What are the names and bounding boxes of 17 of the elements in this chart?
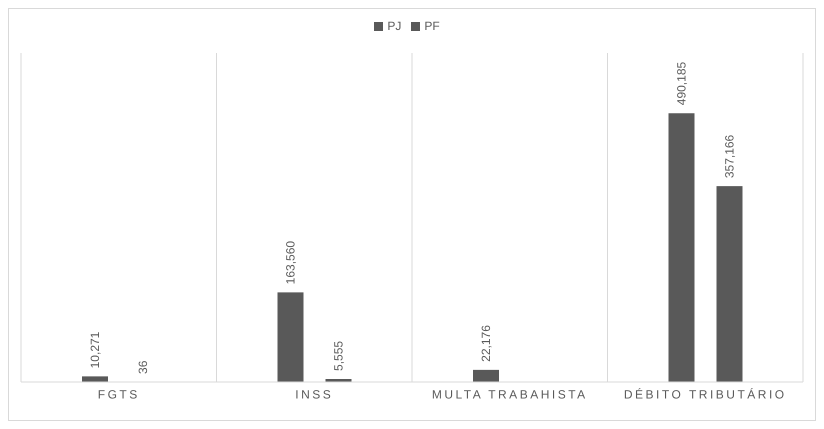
x-tick-label: MULTA TRABAHISTA bbox=[432, 388, 588, 402]
x-tick-label: FGTS bbox=[98, 388, 140, 402]
x-tick-label: DÉBITO TRIBUTÁRIO bbox=[624, 388, 787, 402]
data-label: 490,185 bbox=[674, 62, 688, 106]
x-tick-label: INSS bbox=[295, 388, 334, 402]
legend-label: PF bbox=[424, 19, 440, 33]
bar bbox=[473, 370, 499, 382]
data-label: 357,166 bbox=[722, 134, 736, 178]
legend-label: PJ bbox=[387, 19, 402, 33]
data-label: 163,560 bbox=[284, 240, 298, 284]
data-label: 22,176 bbox=[479, 324, 493, 362]
bar bbox=[716, 186, 742, 382]
data-label: 36 bbox=[136, 360, 150, 374]
bar bbox=[278, 292, 304, 382]
bar bbox=[668, 113, 694, 382]
data-label: 5,555 bbox=[332, 340, 346, 371]
data-label: 10,271 bbox=[88, 331, 102, 368]
